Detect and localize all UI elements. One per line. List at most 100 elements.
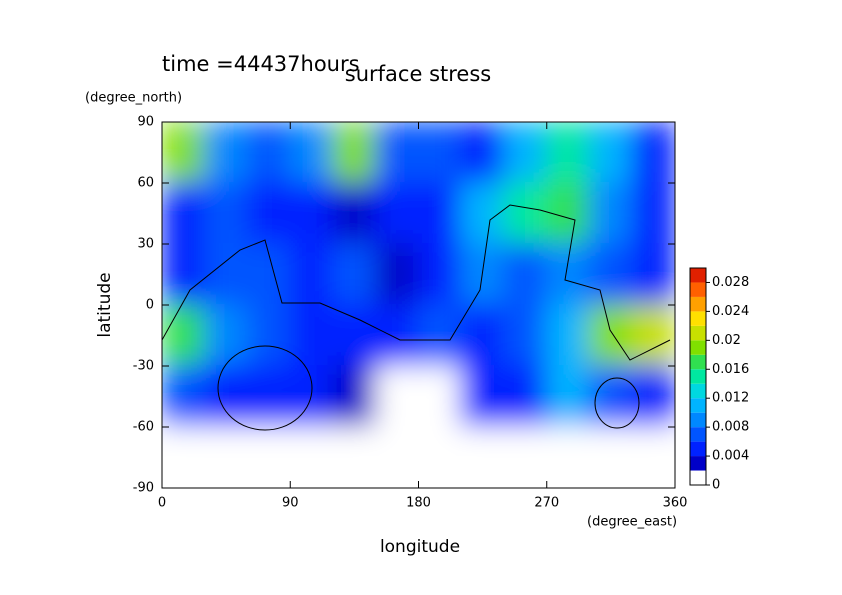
field-cell (332, 243, 377, 306)
colorbar-swatch (690, 383, 706, 399)
field-cells (162, 122, 675, 488)
field-cell (246, 122, 292, 184)
field-cell (289, 304, 334, 367)
field-cell (503, 243, 548, 306)
x-tick-label: 90 (282, 496, 299, 511)
field-cell (503, 304, 548, 367)
field-cell (374, 243, 420, 306)
field-cell (203, 243, 249, 306)
field-cell (460, 182, 505, 245)
x-tick-label: 270 (534, 496, 559, 511)
field-cell (162, 426, 206, 488)
chart-title: surface stress (345, 62, 491, 86)
field-cell (246, 304, 292, 367)
field-cell (545, 122, 591, 184)
colorbar-swatch (690, 340, 706, 355)
colorbar-tick-label: 0.008 (712, 420, 749, 435)
field-cell (417, 304, 463, 367)
field-cell (503, 122, 548, 184)
field-cell (631, 243, 675, 306)
y-tick-label: -30 (133, 359, 154, 374)
coastline (217, 345, 313, 431)
field-cell (289, 182, 334, 245)
field-cell (460, 122, 505, 184)
colorbar-tick-label: 0 (712, 478, 720, 493)
field-cell (503, 365, 548, 428)
field-cell (162, 182, 206, 245)
field-cell (203, 304, 249, 367)
field-cell (246, 182, 292, 245)
x-tick-label: 180 (406, 496, 431, 511)
field-cell (374, 365, 420, 428)
field-cell (332, 426, 377, 488)
field-cell (460, 426, 505, 488)
colorbar-tick-label: 0.012 (712, 391, 749, 406)
colorbar-tick-label: 0.028 (712, 275, 749, 290)
field-cell (374, 304, 420, 367)
y-tick-label: -60 (133, 420, 154, 435)
y-tick-label: 0 (146, 298, 154, 313)
colorbar-tick-label: 0.024 (712, 304, 749, 319)
field-cell (203, 122, 249, 184)
colorbar-tick-label: 0.02 (712, 333, 741, 348)
field-cell (332, 365, 377, 428)
y-axis-label: latitude (95, 272, 115, 337)
colorbar-swatch (690, 470, 706, 485)
field-cell (246, 365, 292, 428)
field-cell (588, 426, 634, 488)
colorbar-swatch (690, 369, 706, 384)
field-cell (588, 243, 634, 306)
colorbar-swatch (690, 427, 706, 442)
field-cell (460, 365, 505, 428)
field-cell (503, 182, 548, 245)
field-cell (588, 122, 634, 184)
colorbar-swatch (690, 441, 706, 457)
field-cell (374, 122, 420, 184)
colorbar-tick-label: 0.004 (712, 449, 749, 464)
x-axis-label: longitude (380, 537, 460, 557)
colorbar-swatch (690, 354, 706, 370)
field-cell (162, 243, 206, 306)
colorbar-frame (689, 267, 707, 486)
y-unit: (degree_north) (85, 91, 182, 106)
field-cell (203, 182, 249, 245)
field-cell (162, 365, 206, 428)
field-cell (246, 426, 292, 488)
field-cell (631, 122, 675, 184)
x-unit: (degree_east) (587, 515, 677, 530)
colorbar-swatch (690, 398, 706, 413)
colorbar-swatch (690, 456, 706, 471)
colorbar-swatch (690, 412, 706, 428)
y-tick-label: 60 (137, 176, 154, 191)
field-cell (332, 304, 377, 367)
x-tick-label: 0 (158, 496, 166, 511)
field-cell (289, 243, 334, 306)
field-cell (162, 122, 206, 184)
field-cell (631, 426, 675, 488)
colorbar-swatch (690, 296, 706, 312)
field-cell (588, 182, 634, 245)
field-cell (289, 426, 334, 488)
field-cell (631, 304, 675, 367)
field-cell (332, 182, 377, 245)
field-cell (417, 243, 463, 306)
field-cell (460, 304, 505, 367)
coastline (162, 204, 671, 361)
x-tick-label: 360 (663, 496, 688, 511)
field-cell (417, 365, 463, 428)
field-cell (545, 365, 591, 428)
field-cell (545, 426, 591, 488)
field-cell (162, 304, 206, 367)
colorbar-swatch (690, 268, 706, 283)
field-cell (374, 182, 420, 245)
field-cell (588, 304, 634, 367)
field-cell (332, 122, 377, 184)
subtitle: time =44437hours (162, 52, 360, 76)
field-cell (503, 426, 548, 488)
y-tick-label: 30 (137, 237, 154, 252)
field-cell (374, 426, 420, 488)
field-cell (545, 243, 591, 306)
field-cell (289, 122, 334, 184)
field-cell (203, 426, 249, 488)
